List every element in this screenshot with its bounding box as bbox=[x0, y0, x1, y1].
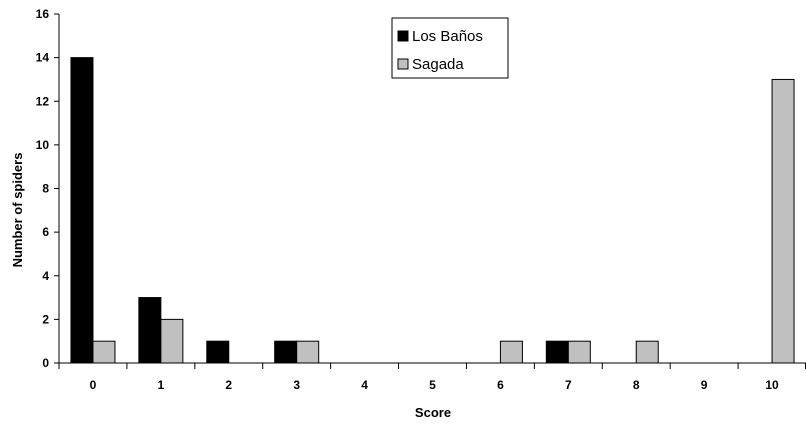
bar-sagada-10 bbox=[771, 78, 795, 364]
bar-los-banos-2 bbox=[206, 340, 230, 364]
legend-label-sagada: Sagada bbox=[412, 56, 464, 73]
bar-los-banos-3 bbox=[274, 340, 298, 364]
x-tick-label: 2 bbox=[225, 378, 232, 392]
y-axis-title: Number of spiders bbox=[10, 153, 25, 268]
x-tick-label: 7 bbox=[565, 378, 572, 392]
y-tick-label: 8 bbox=[42, 182, 49, 196]
y-tick-label: 0 bbox=[42, 356, 49, 370]
legend-frame bbox=[391, 17, 509, 79]
x-tick-labels: 0 1 2 3 4 5 6 7 8 9 10 bbox=[90, 378, 779, 392]
bars-group bbox=[70, 57, 795, 364]
y-tick-labels: 0 2 4 6 8 10 12 14 16 bbox=[36, 7, 50, 370]
legend-swatch-los-banos bbox=[397, 30, 409, 42]
y-tick-label: 4 bbox=[42, 269, 49, 283]
y-tick-label: 2 bbox=[42, 312, 49, 326]
x-tick-label: 3 bbox=[293, 378, 300, 392]
legend: Los Baños Sagada bbox=[391, 17, 509, 79]
y-tick-label: 6 bbox=[42, 225, 49, 239]
x-tick-label: 1 bbox=[158, 378, 165, 392]
bar-sagada-3 bbox=[296, 340, 320, 364]
legend-swatch-sagada bbox=[397, 58, 409, 70]
legend-label-los-banos: Los Baños bbox=[412, 28, 483, 45]
bar-sagada-7 bbox=[567, 340, 591, 364]
bar-sagada-8 bbox=[635, 340, 659, 364]
bar-los-banos-0 bbox=[70, 57, 94, 364]
y-tick-label: 10 bbox=[36, 138, 50, 152]
x-axis-title: Score bbox=[415, 405, 451, 420]
x-tick-label: 8 bbox=[633, 378, 640, 392]
x-tick-label: 9 bbox=[701, 378, 708, 392]
bar-los-banos-1 bbox=[138, 297, 162, 364]
y-tick-label: 16 bbox=[36, 7, 50, 21]
x-tick-label: 4 bbox=[361, 378, 368, 392]
bar-los-banos-7 bbox=[545, 340, 569, 364]
x-tick-label: 10 bbox=[765, 378, 779, 392]
x-tick-label: 6 bbox=[497, 378, 504, 392]
x-tick-label: 0 bbox=[90, 378, 97, 392]
y-tick-label: 12 bbox=[36, 94, 50, 108]
x-tick-label: 5 bbox=[429, 378, 436, 392]
bar-sagada-1 bbox=[160, 318, 184, 364]
bar-sagada-0 bbox=[92, 340, 116, 364]
y-tick-label: 14 bbox=[36, 51, 50, 65]
bar-sagada-6 bbox=[499, 340, 523, 364]
